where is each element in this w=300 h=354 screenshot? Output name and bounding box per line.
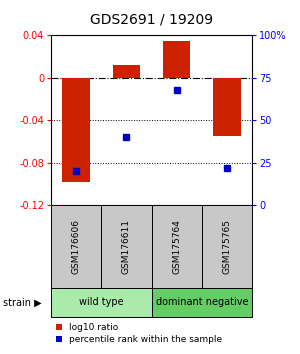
Bar — [213, 78, 241, 136]
Text: dominant negative: dominant negative — [155, 297, 248, 307]
Bar — [112, 65, 140, 78]
Bar — [152, 205, 202, 288]
Text: strain ▶: strain ▶ — [3, 297, 42, 307]
Legend: log10 ratio, percentile rank within the sample: log10 ratio, percentile rank within the … — [56, 323, 222, 344]
Bar — [62, 78, 90, 182]
Bar — [163, 41, 190, 78]
Bar — [202, 205, 252, 288]
Text: GSM175764: GSM175764 — [172, 219, 181, 274]
Bar — [101, 205, 152, 288]
Text: wild type: wild type — [79, 297, 124, 307]
Bar — [51, 205, 101, 288]
Text: GDS2691 / 19209: GDS2691 / 19209 — [90, 12, 213, 27]
Bar — [152, 288, 252, 316]
Text: GSM175765: GSM175765 — [222, 219, 231, 274]
Text: GSM176606: GSM176606 — [72, 219, 81, 274]
Bar — [51, 288, 152, 316]
Text: GSM176611: GSM176611 — [122, 219, 131, 274]
